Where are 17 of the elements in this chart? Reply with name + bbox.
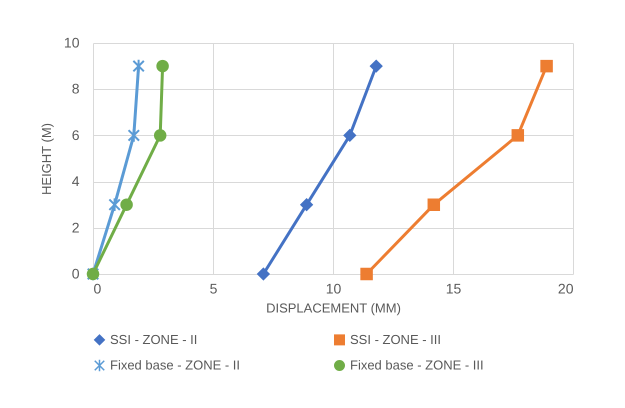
y-tick-label: 0	[72, 266, 80, 282]
legend-label: Fixed base - ZONE - II	[110, 358, 240, 372]
x-tick-label: 15	[446, 280, 462, 296]
y-axis-title: HEIGHT (M)	[38, 123, 54, 195]
legend-label: Fixed base - ZONE - III	[350, 358, 484, 372]
x-axis-title: DISPLACEMENT (MM)	[266, 300, 401, 316]
y-tick-label: 10	[64, 34, 80, 50]
legend-label: SSI - ZONE - III	[350, 332, 442, 347]
legend-label: SSI - ZONE - II	[110, 332, 198, 347]
y-tick-label: 8	[72, 80, 80, 97]
x-tick-label: 5	[210, 280, 218, 296]
x-tick-label: 0	[94, 280, 102, 296]
y-tick-label: 6	[72, 126, 80, 143]
y-tick-label: 4	[72, 173, 80, 190]
y-tick-label: 2	[72, 219, 80, 236]
x-tick-label: 20	[558, 280, 574, 296]
x-tick-label: 10	[326, 280, 342, 296]
